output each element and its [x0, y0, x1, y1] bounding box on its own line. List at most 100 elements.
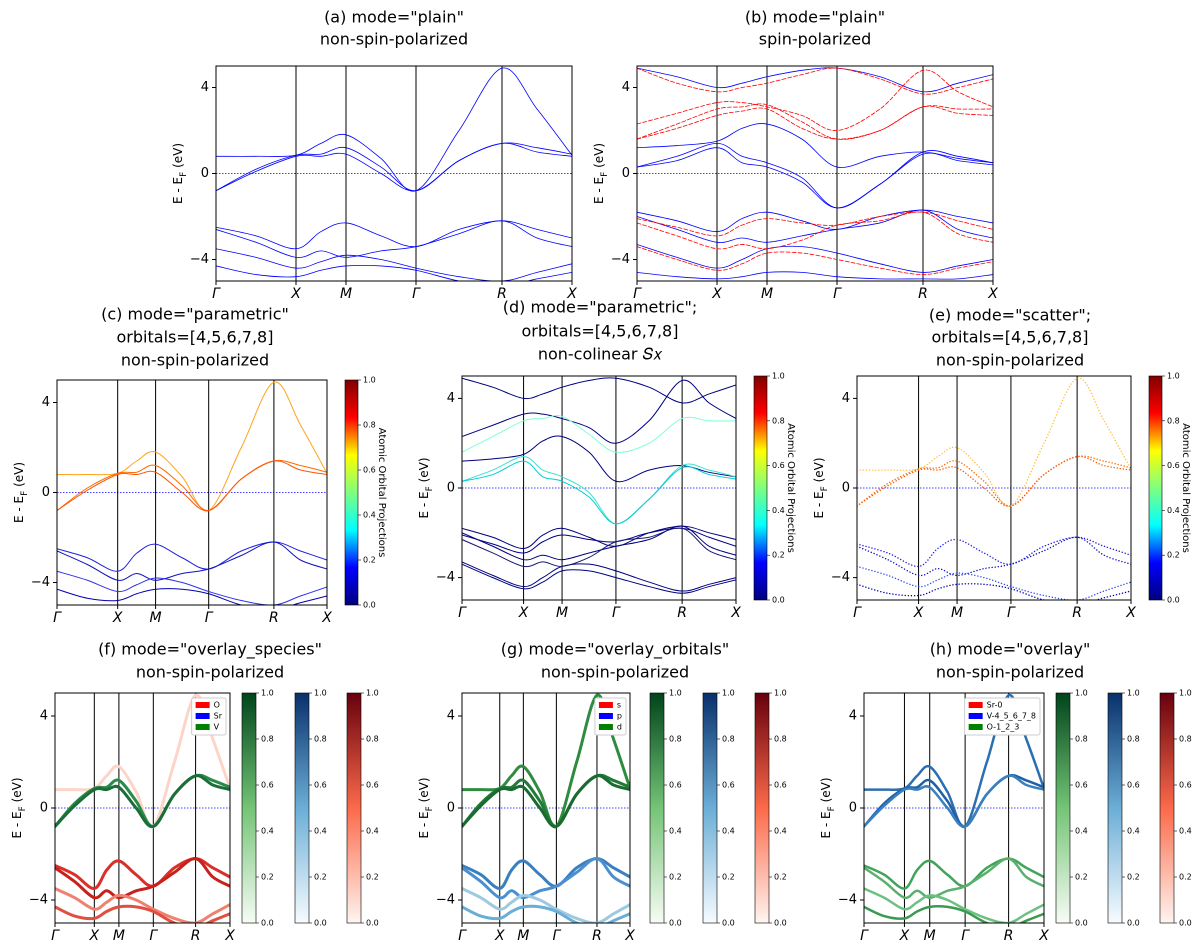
colorbar: [1055, 692, 1071, 924]
y-tick-label: −4: [190, 252, 209, 267]
colorbar-tick-label: 1.0: [261, 689, 274, 698]
band: [216, 142, 572, 192]
band: [637, 69, 993, 131]
colorbar-tick-label: 0.8: [669, 735, 682, 744]
colorbar-label: Atomic Orbital Projections: [785, 423, 796, 553]
colorbar-tick-label: 0.4: [774, 827, 787, 836]
colorbar-tick-label: 0.4: [722, 827, 735, 836]
x-tick-label: X: [112, 610, 123, 626]
band: [462, 414, 736, 453]
colorbar-tick-label: 0.8: [261, 735, 274, 744]
colorbar: [294, 692, 310, 924]
y-tick-label: 4: [849, 709, 857, 724]
colorbar-tick-label: 0.0: [1167, 596, 1180, 605]
band: [57, 541, 327, 581]
colorbar-tick-label: 0.8: [774, 735, 787, 744]
x-tick-label: M: [924, 928, 936, 944]
band: [857, 565, 1131, 600]
band: [637, 67, 993, 95]
panel-title: (f) mode="overlay_species": [98, 640, 322, 660]
colorbar-tick-label: 0.4: [363, 511, 376, 520]
x-tick-label: Γ: [853, 605, 862, 621]
legend-label: p: [617, 712, 622, 721]
plot-area: [864, 693, 1044, 923]
colorbar-tick-label: 0.2: [261, 873, 274, 882]
panel: (b) mode="plain" spin-polarized E - EF (eV…: [592, 8, 999, 303]
y-axis-label-unit: (eV): [592, 143, 606, 172]
y-axis-label-unit: (eV): [417, 457, 431, 486]
y-axis-label-main: E - E: [417, 811, 431, 838]
plot-area: [57, 380, 327, 605]
colorbar-tick-label: 0.6: [669, 781, 682, 790]
legend-swatch: [195, 713, 210, 719]
colorbar-tick-label: 0.0: [261, 919, 274, 928]
band: [462, 857, 630, 890]
panel-title: (c) mode="parametric": [101, 305, 289, 324]
y-tick-label: 4: [40, 709, 48, 724]
colorbar-tick-label: 0.8: [722, 735, 735, 744]
band: [462, 379, 736, 444]
legend-label: s: [617, 701, 621, 710]
band: [864, 887, 1044, 923]
colorbar-tick-label: 0.6: [366, 781, 379, 790]
x-tick-label: X: [290, 286, 301, 302]
y-tick-label: 4: [201, 80, 209, 95]
y-axis-label-unit: (eV): [819, 777, 833, 806]
x-tick-label: Γ: [833, 286, 842, 302]
colorbar-label: Atomic Orbital Projections: [376, 428, 387, 558]
band: [857, 377, 1131, 507]
x-tick-label: X: [321, 610, 332, 626]
band: [57, 381, 327, 512]
colorbar-tick-label: 0.6: [772, 461, 785, 470]
colorbar-tick-label: 0.8: [366, 735, 379, 744]
legend-swatch: [968, 713, 983, 719]
x-tick-label: Γ: [458, 928, 467, 944]
band: [57, 588, 327, 605]
colorbar-tick-label: 0.0: [1075, 919, 1088, 928]
colorbar-tick-label: 0.2: [366, 873, 379, 882]
y-tick-label: −4: [611, 252, 630, 267]
colorbar-tick-label: 0.6: [1179, 781, 1192, 790]
band: [864, 857, 1044, 900]
y-axis-label-unit: (eV): [417, 777, 431, 806]
y-axis-label: E - EF (eV): [819, 777, 837, 838]
band: [462, 377, 736, 404]
y-axis-label-sub: F: [179, 172, 189, 177]
colorbar-tick-label: 0.4: [669, 827, 682, 836]
y-tick-label: −4: [31, 575, 50, 590]
x-tick-label: X: [711, 286, 722, 302]
colorbar-tick-label: 0.4: [1075, 827, 1088, 836]
colorbar-tick-label: 0.0: [363, 601, 376, 610]
x-tick-label: R: [497, 286, 507, 302]
x-tick-label: X: [730, 605, 741, 621]
plot-area: [637, 66, 993, 281]
y-tick-label: 0: [447, 481, 455, 496]
colorbar-tick-label: 1.0: [772, 372, 785, 381]
panel: (c) mode="parametric" orbitals=[4,5,6,7,8…: [12, 305, 388, 627]
band: [462, 460, 736, 525]
legend: spd: [594, 697, 627, 736]
x-tick-label: Γ: [961, 928, 970, 944]
axes-frame: [461, 375, 737, 601]
x-tick-label: Γ: [633, 286, 642, 302]
plot-area: [857, 376, 1131, 600]
colorbar-tick-label: 1.0: [722, 689, 735, 698]
colorbar-tick-label: 0.0: [1127, 919, 1140, 928]
y-axis-label: E - EF (eV): [592, 143, 610, 204]
y-tick-label: 4: [447, 391, 455, 406]
legend-swatch: [195, 702, 210, 708]
colorbar-tick-label: 0.8: [314, 735, 327, 744]
colorbar-tick-label: 0.6: [1167, 461, 1180, 470]
x-tick-label: X: [1038, 928, 1049, 944]
legend-label: Sr-0: [987, 701, 1003, 710]
band: [637, 246, 993, 275]
colorbar: [1107, 692, 1123, 924]
panel-title: (a) mode="plain": [324, 8, 464, 27]
y-axis-label: E - EF (eV): [417, 457, 435, 518]
band: [462, 527, 736, 554]
colorbar-tick-label: 1.0: [1075, 689, 1088, 698]
colorbar-tick-label: 0.6: [261, 781, 274, 790]
x-tick-label: X: [899, 928, 910, 944]
band: [55, 857, 230, 900]
legend-label: V: [214, 723, 220, 732]
